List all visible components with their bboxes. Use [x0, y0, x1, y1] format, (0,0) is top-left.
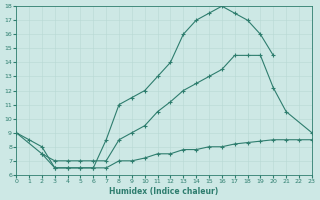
X-axis label: Humidex (Indice chaleur): Humidex (Indice chaleur): [109, 187, 219, 196]
